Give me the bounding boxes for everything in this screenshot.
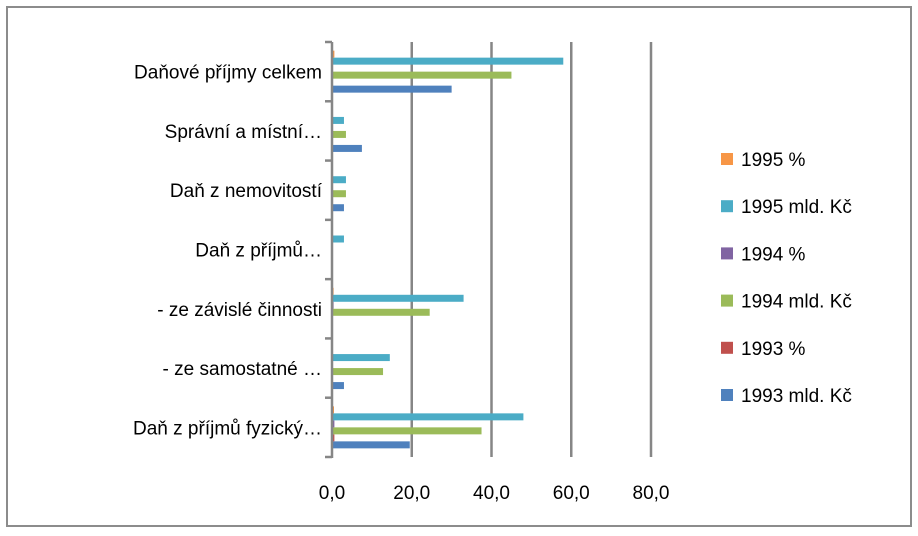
bar [332,294,464,302]
bar [332,413,524,421]
bar [332,57,564,65]
category-label: Správní a místní… [165,122,322,143]
legend-label: 1993 mld. Kč [741,386,852,407]
bar [332,116,344,124]
x-tick-label: 80,0 [633,483,670,504]
bar [332,441,410,449]
legend-swatch [721,247,733,260]
legend-label: 1995 % [741,150,806,171]
bar [332,427,482,435]
bar [332,382,344,390]
category-label: Daň z příjmů… [195,241,322,262]
legend-swatch [721,389,733,401]
bar [332,144,362,152]
category-label: Daň z příjmů fyzický… [133,418,322,439]
bar [332,204,344,212]
category-label: - ze samostatné … [163,359,322,380]
category-label: - ze závislé činnosti [157,300,322,321]
x-tick-label: 0,0 [319,483,345,504]
legend-swatch [721,153,733,165]
legend-swatch [721,200,733,213]
bar [332,85,452,93]
x-tick-label: 40,0 [473,483,510,504]
x-tick-labels: 0,0 20,0 40,0 60,0 80,0 [319,483,670,504]
legend-label: 1994 % [741,244,806,265]
legend-label: 1995 mld. Kč [741,197,852,218]
bar [332,368,384,376]
bar [332,130,346,138]
x-tick-label: 60,0 [553,483,590,504]
legend-label: 1994 mld. Kč [741,292,852,313]
bar [332,190,346,198]
legend: 1995 % 1995 mld. Kč 1994 % 1994 mld. Kč 1993… [721,150,852,407]
legend-swatch [721,341,733,354]
bar [332,235,344,243]
bar [332,176,346,184]
x-tick-label: 20,0 [393,483,430,504]
chart-border [6,6,912,527]
category-label: Daň z nemovitostí [170,181,323,202]
bar [332,71,512,79]
legend-swatch [721,294,733,307]
bar [332,354,390,362]
legend-label: 1993 % [741,339,806,360]
bar [332,308,430,316]
y-axis [325,40,334,459]
category-labels: Daň z příjmů fyzický… - ze samostatné … - … [133,63,323,440]
gridlines [410,42,653,457]
category-label: Daňové příjmy celkem [134,63,322,84]
